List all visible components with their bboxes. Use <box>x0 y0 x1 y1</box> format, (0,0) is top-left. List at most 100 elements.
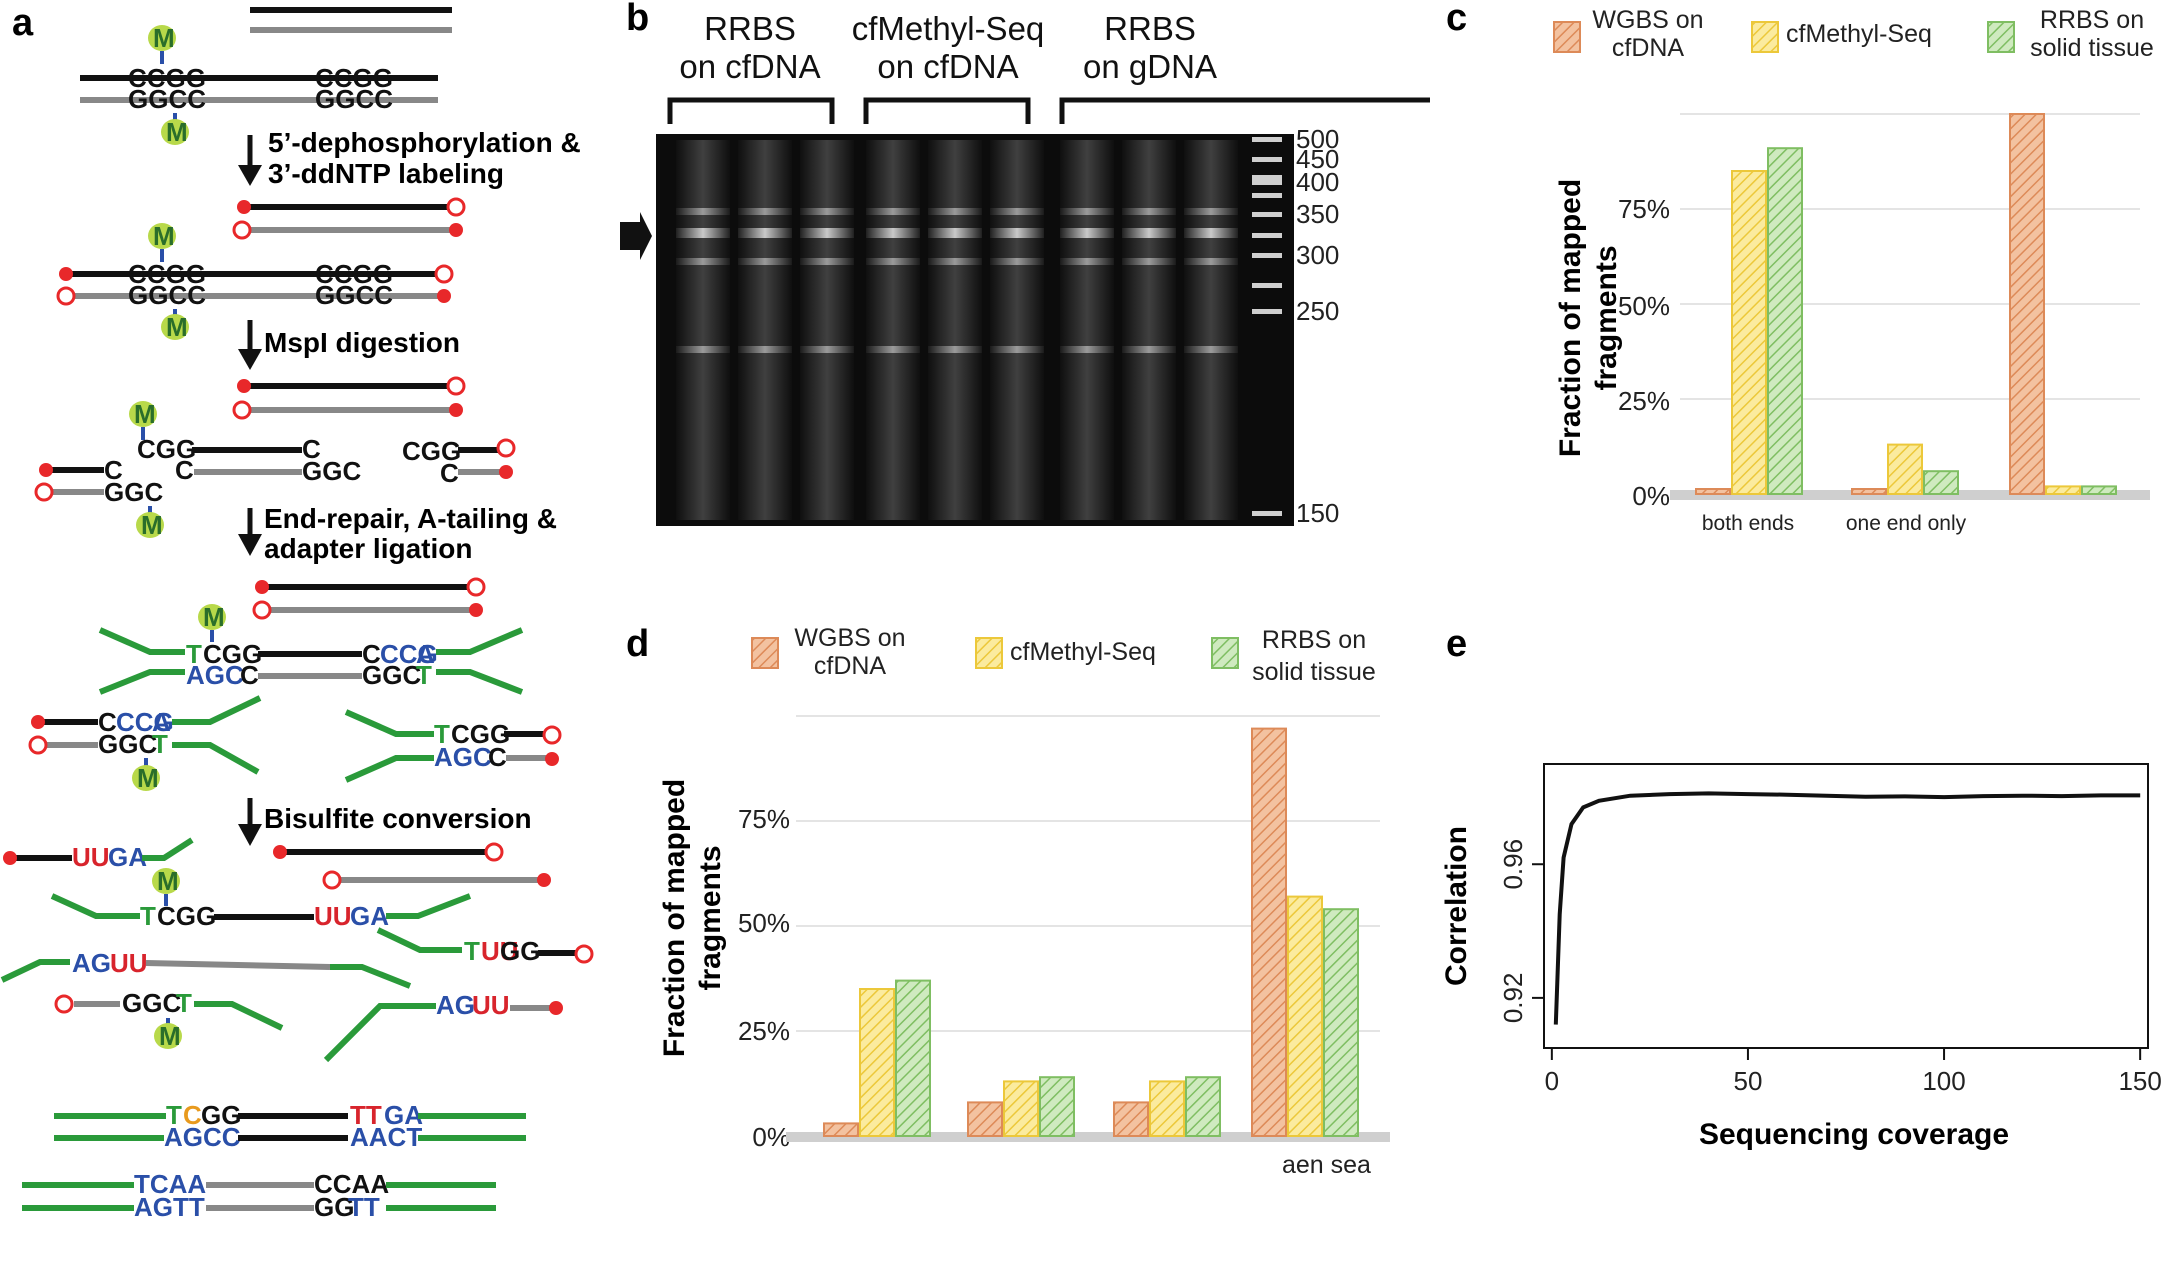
gel-band <box>866 258 920 265</box>
methyl-mark <box>148 25 176 51</box>
seq-ccg: CCG <box>116 707 174 737</box>
gel-band <box>866 208 920 215</box>
e-ylabel: Correlation <box>1440 826 1473 986</box>
gel-band <box>866 228 920 238</box>
ladder-band <box>1252 233 1282 238</box>
panel-letter-e: e <box>1446 623 1467 665</box>
seq-agc: AGC <box>434 742 492 772</box>
legend-wgbs-line1: WGBS on <box>794 624 905 652</box>
gel-group-2-line2: on cfDNA <box>877 48 1018 85</box>
step-bisulfite-conversion: Bisulfite conversion <box>264 803 532 834</box>
methyl-label: M <box>134 399 156 429</box>
gel-band <box>800 258 854 265</box>
bar-rrbs-on-solid-tissue-1 <box>895 979 931 1137</box>
gel-band <box>866 346 920 353</box>
ladder-400: 400 <box>1296 167 1339 197</box>
seq-ga: GA <box>384 1100 423 1130</box>
seq-gg: GG <box>201 1100 241 1130</box>
seq-agcc: AGCC <box>164 1122 241 1152</box>
legend-swatch-cfmethyl <box>1751 21 1779 53</box>
methyl-label: M <box>153 23 175 53</box>
gel-lane <box>1122 140 1176 520</box>
methyl-mark <box>148 223 176 249</box>
step-ddntp-labeling: 3’-ddNTP labeling <box>268 158 504 189</box>
seq-ccgg: CCGG <box>128 63 206 93</box>
step-end-repair: End-repair, A-tailing & <box>264 503 557 534</box>
seq-ggcc: GGCC <box>315 84 393 114</box>
legend-swatch-wgbs <box>751 637 779 669</box>
seq-t: T <box>140 901 156 931</box>
legend-wgbs-line1: WGBS on <box>1592 6 1703 34</box>
seq-c: C <box>183 1100 202 1130</box>
seq-uu: UU <box>481 936 519 966</box>
legend-swatch-wgbs <box>1553 21 1581 53</box>
gel-band <box>990 228 1044 238</box>
seq-tt: TT <box>348 1192 380 1222</box>
seq-t: T <box>152 729 168 759</box>
methyl-label: M <box>159 1021 181 1051</box>
c-xtick-one-end: one end only <box>1846 512 1967 535</box>
bar-rrbs-on-solid-tissue-4 <box>1323 908 1359 1138</box>
methyl-label: M <box>153 221 175 251</box>
gel-band <box>1060 208 1114 215</box>
seq-c: C <box>362 639 381 669</box>
seq-ag: AG <box>436 990 475 1020</box>
seq-agc: AGC <box>186 660 244 690</box>
seq-cgg: CGG <box>203 639 262 669</box>
methyl-label: M <box>203 602 225 632</box>
seq-ggc: GGC <box>104 477 163 507</box>
gel-band <box>738 258 792 265</box>
gel-bracket <box>863 97 1031 124</box>
methyl-mark <box>161 314 189 340</box>
ladder-450: 450 <box>1296 144 1339 174</box>
seq-t: T <box>166 1100 182 1130</box>
gel-band <box>800 208 854 215</box>
x-tick-label: 100 <box>1922 1066 1965 1096</box>
seq-ggc: GGC <box>122 988 181 1018</box>
bar-rrbs-on-solid-tissue-3 <box>2081 485 2117 495</box>
gel-group-3-line1: RRBS <box>1104 10 1196 47</box>
ladder-band <box>1252 212 1282 217</box>
seq-ggc: GGC <box>362 660 421 690</box>
bar-rrbs-on-solid-tissue-3 <box>1185 1076 1221 1137</box>
ladder-band <box>1252 180 1282 185</box>
seq-ggcc: GGCC <box>315 280 393 310</box>
step-adapter-ligation: adapter ligation <box>264 533 472 564</box>
gel-lane <box>738 140 792 520</box>
seq-c: C <box>302 434 321 464</box>
panel-letter-c: c <box>1446 0 1467 39</box>
gel-lane <box>928 140 982 520</box>
seq-ga: GA <box>108 842 147 872</box>
seq-t: T <box>186 639 202 669</box>
seq-cgg: CGG <box>402 436 461 466</box>
bar-wgbs-on-cfdna-3 <box>1113 1101 1149 1138</box>
legend-cfmethyl: cfMethyl-Seq <box>1786 20 1932 48</box>
seq-t: T <box>176 988 192 1018</box>
seq-c: C <box>98 707 117 737</box>
c-ylabel-line2: fragments <box>1590 245 1623 390</box>
x-tick-label: 50 <box>1733 1066 1762 1096</box>
seq-c: C <box>104 455 123 485</box>
methyl-mark <box>198 604 226 630</box>
bar-cfmethyl-seq-3 <box>2045 485 2081 495</box>
d-ytick-75: 75% <box>738 804 790 834</box>
gel-band <box>676 346 730 353</box>
panel-letter-a: a <box>12 2 34 44</box>
bar-wgbs-on-cfdna-2 <box>1851 488 1887 495</box>
ladder-300: 300 <box>1296 240 1339 270</box>
ladder-band <box>1252 193 1282 198</box>
seq-agtt: AGTT <box>134 1192 205 1222</box>
step-mspi-digestion: MspI digestion <box>264 327 460 358</box>
gel-band <box>1122 346 1176 353</box>
gel-band <box>1184 346 1238 353</box>
gel-band <box>928 346 982 353</box>
gel-lane <box>1184 140 1238 520</box>
d-ytick-0: 0% <box>752 1122 790 1152</box>
gel-band <box>990 258 1044 265</box>
legend-rrbs-line1: RRBS on <box>1262 626 1366 654</box>
gel-band <box>1122 258 1176 265</box>
legend-swatch-rrbs <box>1987 21 2015 53</box>
c-ytick-25: 25% <box>1618 386 1670 416</box>
seq-uu: UU <box>72 842 110 872</box>
seq-c: C <box>240 660 259 690</box>
